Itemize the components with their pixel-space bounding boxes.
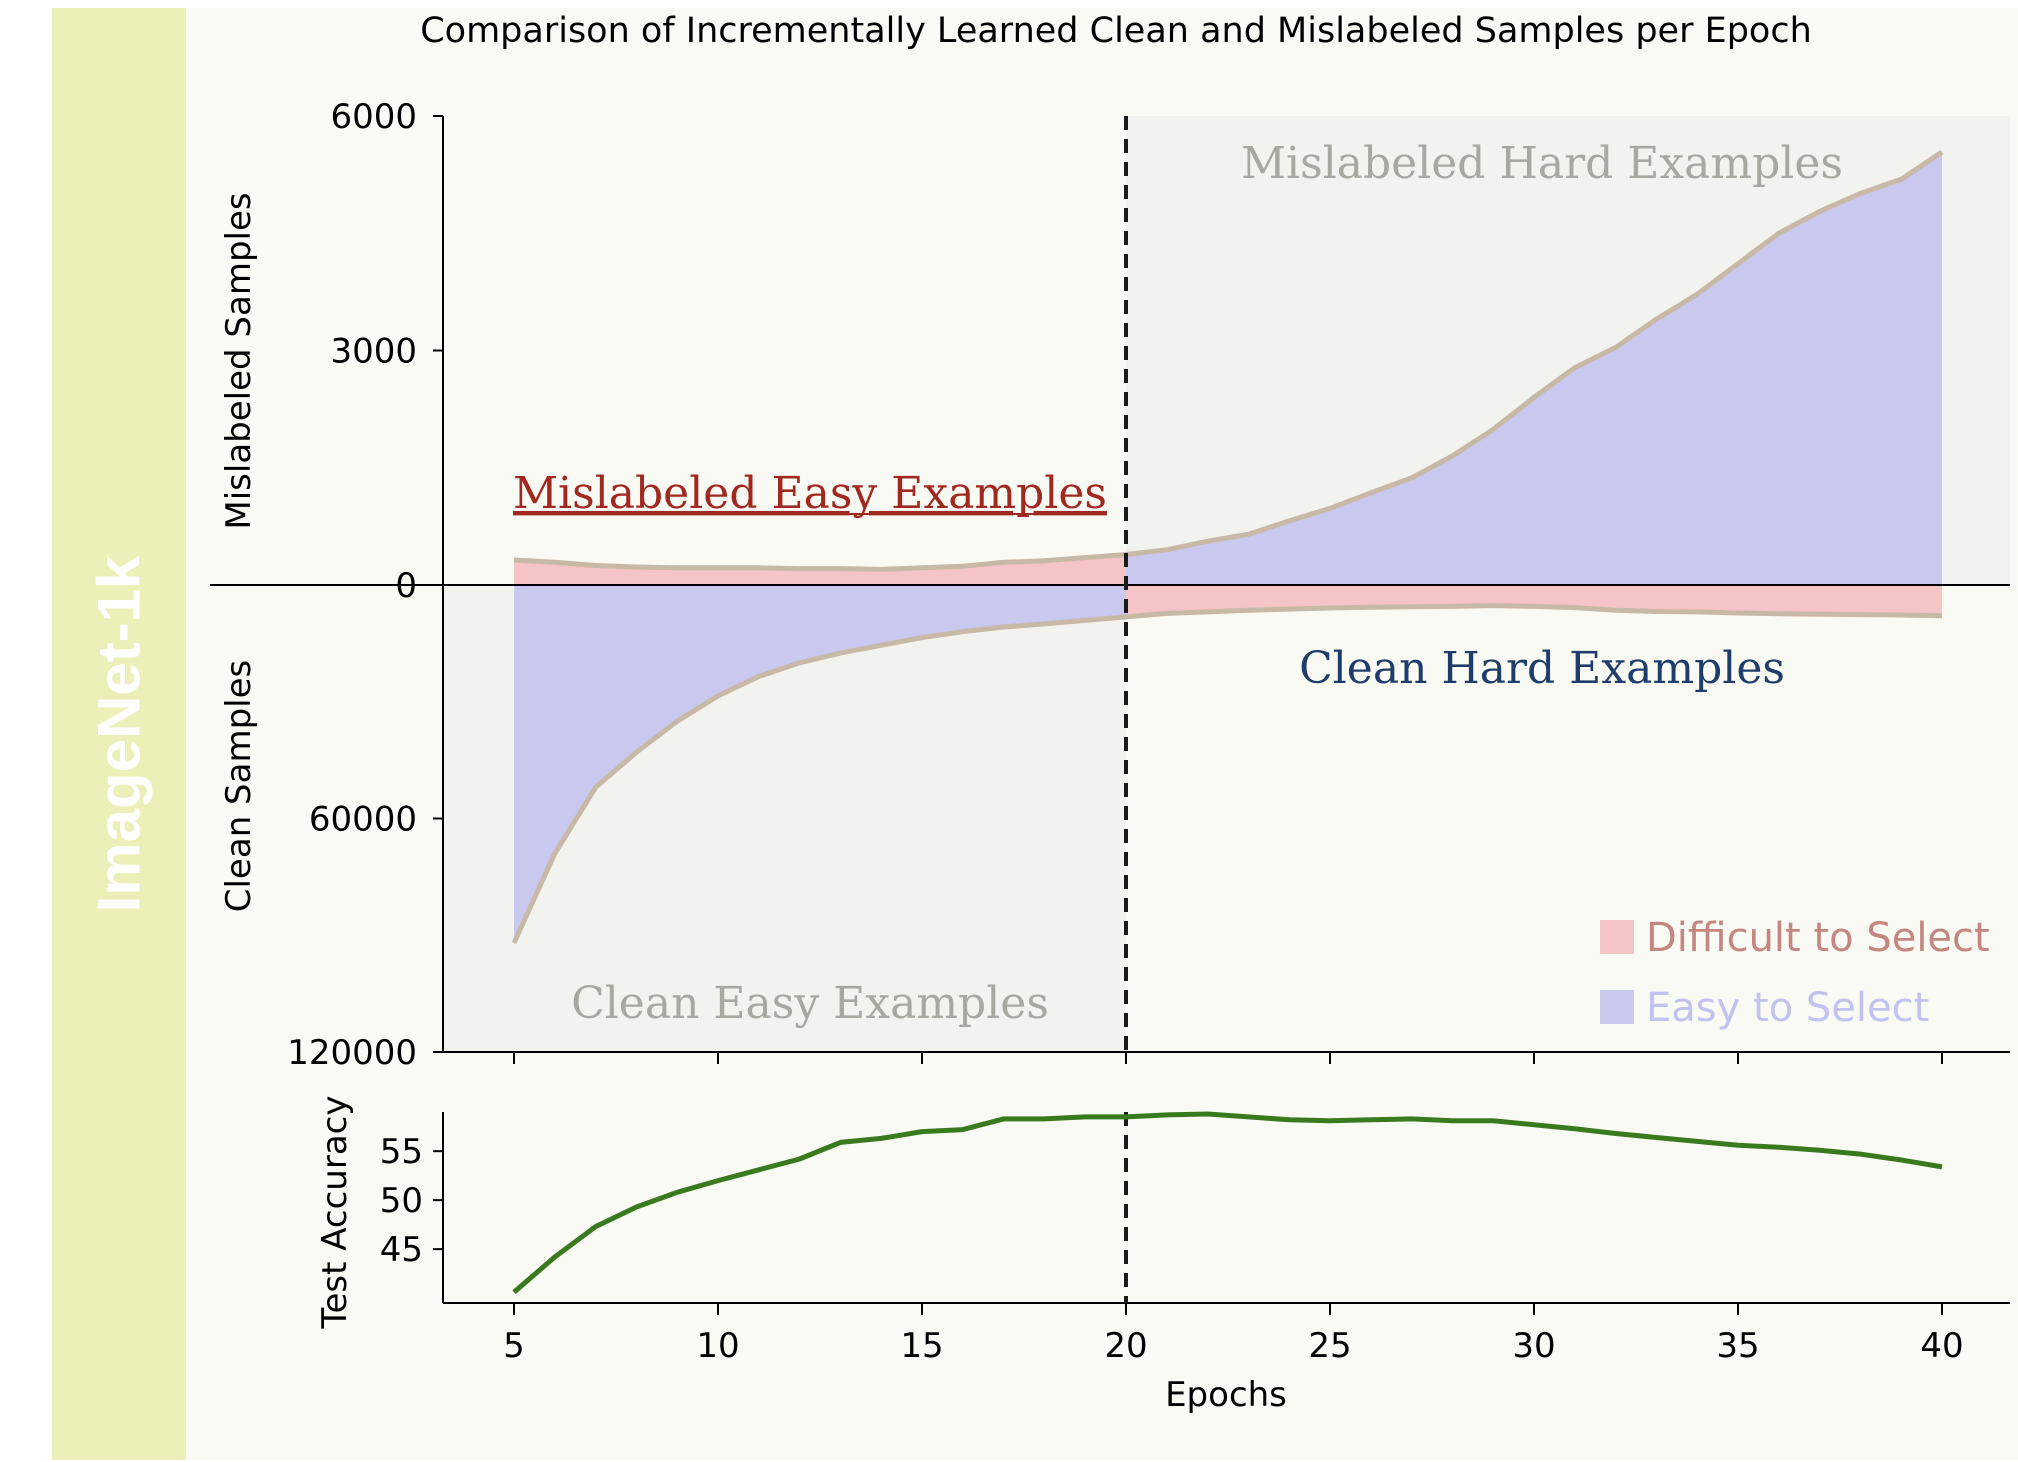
acc-y-tick-label: 50 [380,1181,423,1221]
clean-hard-area [1126,585,1942,617]
legend-difficult-swatch [1600,920,1634,954]
x-tick-label: 15 [900,1326,943,1366]
y-tick-label: 3000 [330,332,417,372]
region-clean-hard: Clean Hard Examples [1299,643,1785,694]
dataset-side-band [52,8,186,1460]
acc-y-tick-label: 45 [380,1230,423,1270]
region-clean-easy: Clean Easy Examples [571,978,1049,1029]
clean-series-line [511,603,1943,945]
y-tick-label: 120000 [287,1033,417,1073]
mislabeled-hard-area [1126,152,1942,585]
x-tick-label: 35 [1716,1326,1759,1366]
legend-easy-label: Easy to Select [1646,985,1929,1031]
axes: 6000 3000 0 60000 120000 [210,97,2010,1073]
accuracy-chart: 55 50 45 5 10 15 20 25 30 35 40 Test Accuracy Epochs [315,1096,2010,1415]
x-tick-label: 25 [1308,1326,1351,1366]
x-tick-label: 20 [1104,1326,1147,1366]
x-label-epochs: Epochs [1165,1375,1287,1415]
x-tick-label: 5 [503,1326,525,1366]
region-mislabeled-hard: Mislabeled Hard Examples [1241,138,1843,189]
mislabeled-series-line [513,149,1944,572]
chart-title: Comparison of Incrementally Learned Clea… [420,11,1812,51]
legend-difficult-label: Difficult to Select [1646,915,1990,961]
region-mislabeled-easy: Mislabeled Easy Examples [513,468,1107,519]
y-label-mislabeled: Mislabeled Samples [219,192,259,529]
area-fills [511,149,1944,945]
y-label-accuracy: Test Accuracy [315,1096,355,1330]
x-tick-label: 30 [1512,1326,1555,1366]
accuracy-series-line [512,1111,1943,1295]
x-tick-label: 40 [1920,1326,1963,1366]
y-tick-label: 0 [395,566,417,606]
acc-y-tick-label: 55 [380,1132,423,1172]
clean-easy-area [514,585,1126,943]
y-tick-label: 6000 [330,97,417,137]
chart-labels: Comparison of Incrementally Learned Clea… [219,11,1990,1031]
x-tick-label: 10 [696,1326,739,1366]
y-label-clean: Clean Samples [219,660,259,913]
legend-easy-swatch [1600,990,1634,1024]
y-tick-label: 60000 [309,800,417,840]
